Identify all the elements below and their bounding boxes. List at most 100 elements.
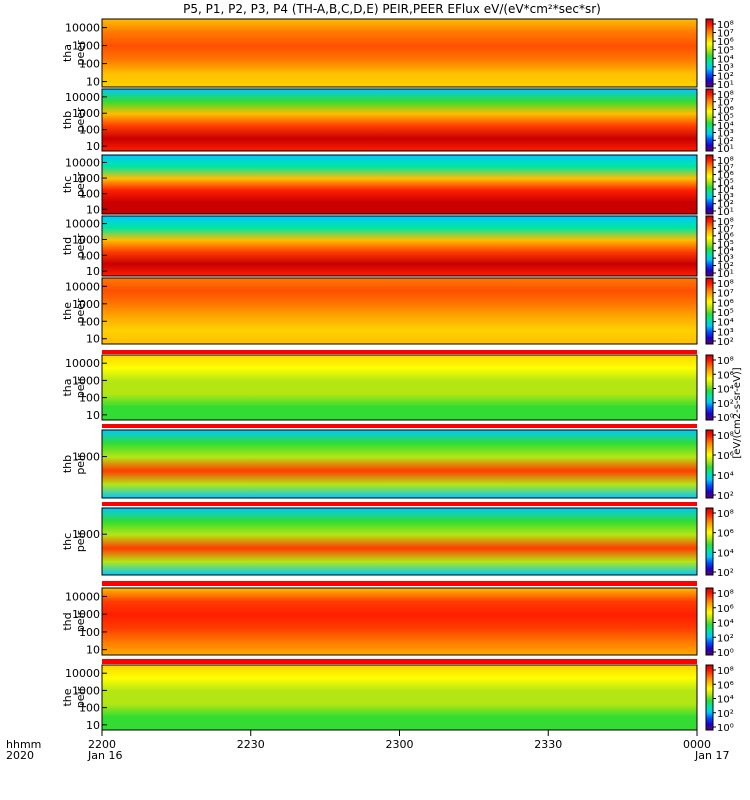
- ytick-label-tha-peir-100: 100: [79, 392, 100, 405]
- colorbar-label-thc-peir-2: 10²: [717, 568, 734, 579]
- panel-label-thc-peer-probe: thc: [61, 176, 74, 193]
- colorbar-label-thb-peer-2: 10²: [717, 136, 734, 147]
- colorbar-label-thd-peir-0: 10⁰: [717, 648, 734, 659]
- spectrogram-panel-thd-peir: [102, 588, 697, 655]
- spectrogram-panel-tha-peer: [102, 19, 697, 87]
- panel-label-thb-peer-probe: thb: [61, 111, 74, 129]
- colorbar-label-tha-peer-2: 10²: [717, 71, 734, 82]
- colorbar-label-thc-peer-2: 10²: [717, 200, 734, 211]
- colorbar-label-the-peer-7: 10⁷: [717, 289, 734, 300]
- colorbar-label-thd-peer-6: 10⁶: [717, 232, 734, 243]
- panel-label-thc-peer-species: peer: [74, 172, 87, 198]
- colorbar-label-thc-peer-8: 10⁸: [717, 156, 734, 167]
- colorbar-label-thb-peir-6: 10⁶: [717, 451, 734, 462]
- panel-frame-tha-peer: [101, 18, 698, 88]
- colorbar-label-tha-peer-6: 10⁶: [717, 37, 734, 48]
- ytick-label-tha-peer-10000: 10000: [65, 22, 100, 35]
- panel-label-the-peer-species: peer: [74, 298, 87, 324]
- colorbar-label-the-peer-6: 10⁶: [717, 298, 734, 309]
- panel-label-thb-peer-species: peer: [74, 107, 87, 133]
- ytick-label-thc-peer-10: 10: [86, 203, 100, 216]
- colorbar-label-tha-peir-6: 10⁶: [717, 370, 734, 381]
- colorbar-label-thb-peer-6: 10⁶: [717, 105, 734, 116]
- panel-frame-the-peer: [101, 277, 698, 345]
- colorbar-label-thc-peir-8: 10⁸: [717, 509, 734, 520]
- ytick-label-thd-peer-10: 10: [86, 265, 100, 278]
- panel-label-thd-peir-species: peir: [74, 610, 87, 632]
- colorbar-label-tha-peer-7: 10⁷: [717, 29, 734, 40]
- colorbar-the-peir: [705, 664, 714, 731]
- colorbar-label-the-peer-5: 10⁵: [717, 308, 734, 319]
- colorbar-label-tha-peer-4: 10⁴: [717, 54, 734, 65]
- colorbar-label-thd-peer-7: 10⁷: [717, 224, 734, 235]
- colorbar-label-thd-peer-3: 10³: [717, 254, 734, 265]
- panel-label-thb-peir-species: peir: [74, 453, 87, 475]
- colorbar-label-the-peer-2: 10²: [717, 337, 734, 348]
- ytick-label-thb-peir-1000: 1000: [72, 451, 100, 464]
- panel-label-thd-peer-probe: thd: [61, 237, 74, 255]
- ytick-label-thb-peer-1000: 1000: [72, 107, 100, 120]
- colorbar-label-the-peer-3: 10³: [717, 327, 734, 338]
- colorbar-label-thd-peer-1: 10¹: [717, 269, 734, 280]
- colorbar-label-the-peir-0: 10⁰: [717, 723, 734, 734]
- ytick-label-thd-peir-10: 10: [86, 644, 100, 657]
- colorbar-thb-peer: [705, 88, 714, 152]
- ytick-label-thc-peer-10000: 10000: [65, 156, 100, 169]
- colorbar-label-thd-peir-6: 10⁶: [717, 604, 734, 615]
- colorbar-label-thd-peer-2: 10²: [717, 262, 734, 273]
- ytick-label-thd-peir-1000: 1000: [72, 608, 100, 621]
- time-tick-label-2300: 2300: [386, 738, 414, 751]
- panel-frame-thc-peer: [101, 154, 698, 215]
- colorbar-label-thd-peir-8: 10⁸: [717, 589, 734, 600]
- colorbar-label-thd-peer-4: 10⁴: [717, 247, 734, 258]
- panel-frame-thc-peir: [101, 507, 698, 576]
- ytick-label-tha-peer-10: 10: [86, 76, 100, 89]
- ytick-label-thc-peer-100: 100: [79, 188, 100, 201]
- colorbar-label-the-peir-2: 10²: [717, 709, 734, 720]
- quality-flag-bar-5: [102, 659, 697, 664]
- colorbar-thb-peir: [705, 429, 714, 499]
- colorbar-label-thc-peer-4: 10⁴: [717, 185, 734, 196]
- panel-label-thb-peir-probe: thb: [61, 455, 74, 473]
- colorbar-thd-peir: [705, 587, 714, 656]
- ytick-label-tha-peer-100: 100: [79, 58, 100, 71]
- figure-title: P5, P1, P2, P3, P4 (TH-A,B,C,D,E) PEIR,P…: [183, 2, 601, 16]
- colorbar-label-thd-peer-5: 10⁵: [717, 239, 734, 250]
- date-label-start: Jan 16: [87, 749, 122, 762]
- spectrogram-panel-tha-peir: [102, 355, 697, 420]
- colorbar-thc-peer: [705, 154, 714, 215]
- time-tick-label-2230: 2230: [237, 738, 265, 751]
- colorbar-tha-peer: [705, 18, 714, 88]
- colorbar-label-thc-peir-4: 10⁴: [717, 548, 734, 559]
- ytick-label-thb-peer-10: 10: [86, 140, 100, 153]
- colorbar-thc-peir: [705, 507, 714, 576]
- ytick-label-the-peer-1000: 1000: [72, 298, 100, 311]
- quality-flag-bar-1: [102, 350, 697, 354]
- colorbar-thd-peer: [705, 215, 714, 277]
- ytick-label-thb-peer-100: 100: [79, 124, 100, 137]
- panel-frame-thb-peer: [101, 88, 698, 152]
- ytick-label-thd-peir-10000: 10000: [65, 590, 100, 603]
- colorbar-label-thb-peer-1: 10¹: [717, 144, 734, 155]
- ytick-label-thd-peer-1000: 1000: [72, 233, 100, 246]
- panel-label-thc-peir-probe: thc: [61, 533, 74, 550]
- ytick-label-the-peir-1000: 1000: [72, 684, 100, 697]
- colorbar-label-tha-peir-8: 10⁸: [717, 356, 734, 367]
- colorbar-label-thd-peir-2: 10²: [717, 633, 734, 644]
- quality-flag-bar-4: [102, 581, 697, 586]
- colorbar-label-the-peir-8: 10⁸: [717, 666, 734, 677]
- colorbar-label-the-peer-4: 10⁴: [717, 318, 734, 329]
- panel-label-thd-peir-probe: thd: [61, 612, 74, 630]
- colorbar-label-thc-peer-6: 10⁶: [717, 171, 734, 182]
- colorbar-label-thb-peer-3: 10³: [717, 129, 734, 140]
- panel-label-the-peir-species: peir: [74, 686, 87, 708]
- spectrogram-panel-thd-peer: [102, 216, 697, 276]
- ytick-label-thc-peir-1000: 1000: [72, 528, 100, 541]
- colorbar-label-thb-peir-8: 10⁸: [717, 431, 734, 442]
- ytick-label-tha-peir-10000: 10000: [65, 357, 100, 370]
- ytick-label-the-peer-10: 10: [86, 333, 100, 346]
- ytick-label-thd-peer-10000: 10000: [65, 218, 100, 231]
- colorbar-label-thc-peer-5: 10⁵: [717, 178, 734, 189]
